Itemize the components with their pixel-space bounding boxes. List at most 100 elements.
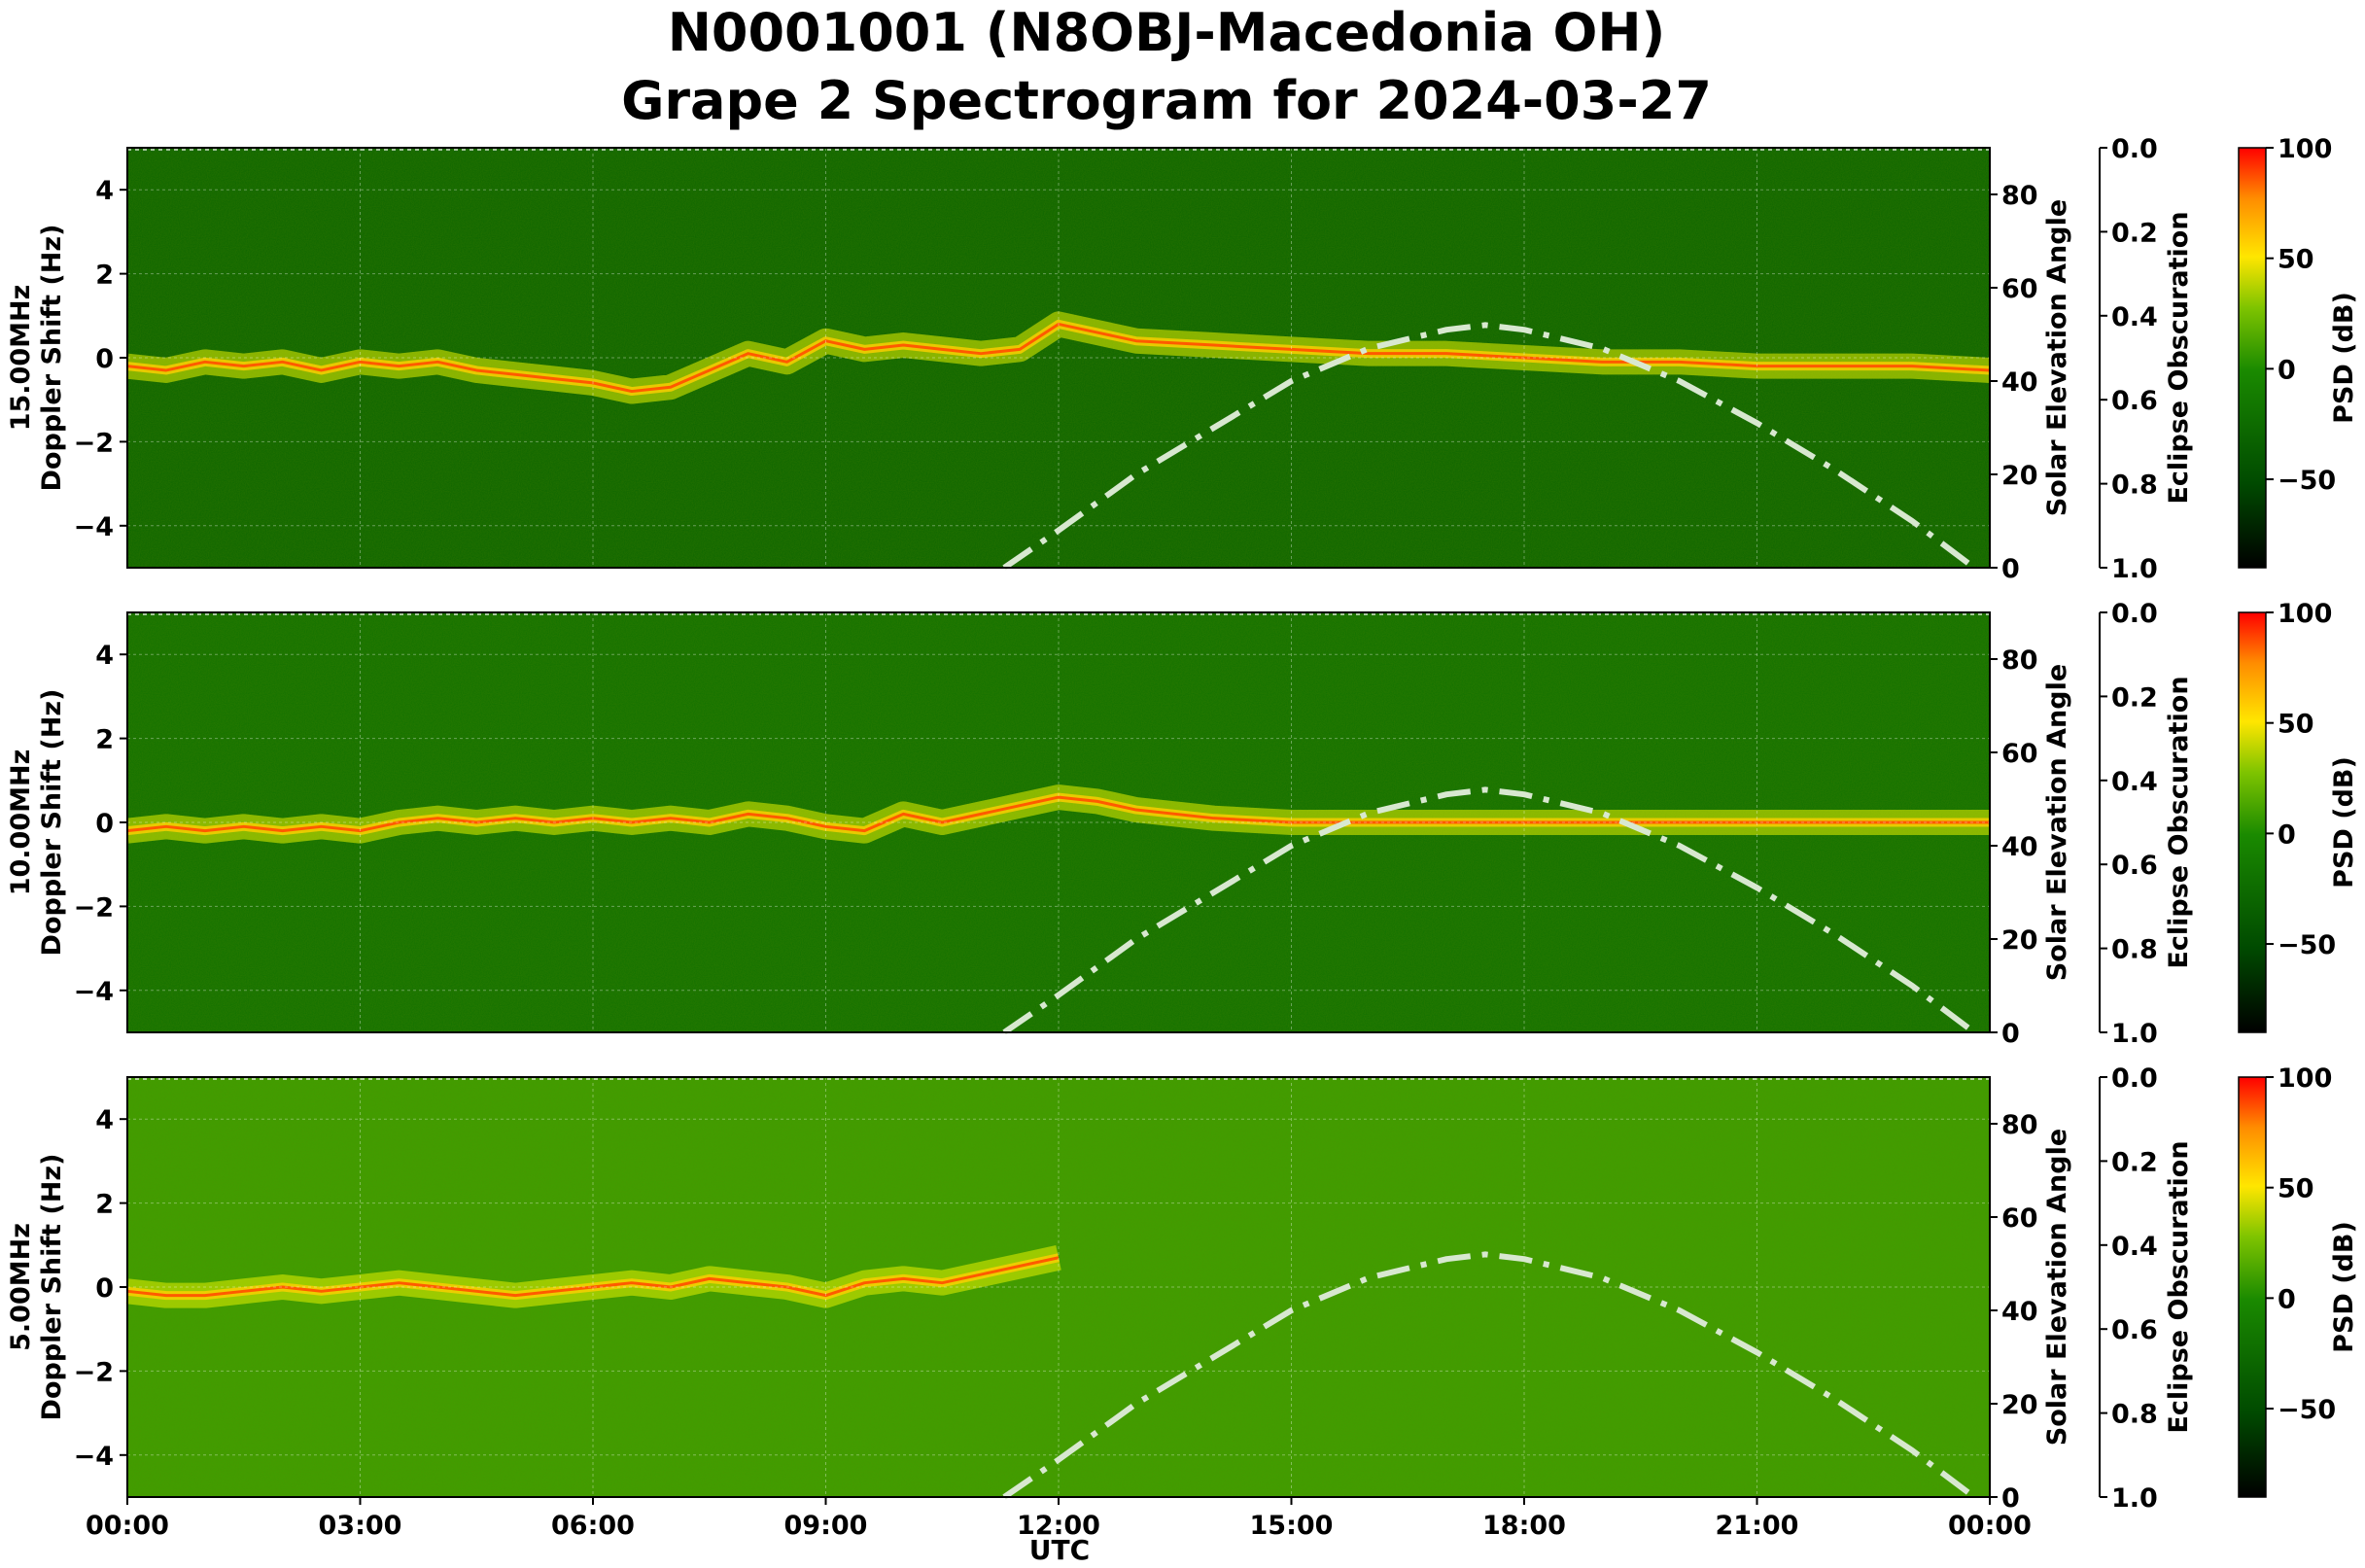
solar-tick-label: 80 (2001, 1110, 2038, 1140)
doppler-tick-label: 4 (95, 641, 114, 671)
doppler-trace (126, 322, 1991, 394)
doppler-trace (126, 795, 1990, 833)
eclipse-tick-label: 0.4 (2111, 302, 2158, 332)
colorbar-label: PSD (dB) (2329, 756, 2359, 889)
eclipse-tick-label: 0.8 (2111, 470, 2158, 501)
colorbar-tick-label: 50 (2278, 245, 2314, 275)
colorbar-tick-label: 50 (2278, 1174, 2314, 1204)
colorbar-tick-label: −50 (2278, 930, 2336, 960)
solar-tick-label: 20 (2001, 1390, 2038, 1420)
panels-group: 420−2−415.00MHz Doppler Shift (Hz)8060402… (6, 134, 2359, 1514)
colorbar-tick-label: −50 (2278, 1395, 2336, 1425)
x-tick-label: 06:00 (551, 1511, 635, 1541)
eclipse-axis-label: Eclipse Obscuration (2164, 676, 2194, 968)
doppler-tick-label: −2 (74, 428, 114, 458)
eclipse-tick-label: 0.6 (2111, 386, 2158, 416)
solar-tick-label: 80 (2001, 181, 2038, 211)
eclipse-tick-label: 0.4 (2111, 1232, 2158, 1262)
panel-2: 420−2−45.00MHz Doppler Shift (Hz)80604020… (6, 1063, 2359, 1514)
x-tick-label: 18:00 (1482, 1511, 1566, 1541)
solar-axis-label: Solar Elevation Angle (2042, 1129, 2072, 1446)
solar-tick-label: 20 (2001, 925, 2038, 956)
colorbar-tick-label: 0 (2278, 819, 2296, 850)
colorbar-tick-label: 50 (2278, 710, 2314, 740)
solar-tick-label: 40 (2001, 832, 2038, 862)
x-axis-label: UTC (1029, 1534, 1090, 1566)
eclipse-tick-label: 1.0 (2111, 1019, 2158, 1049)
solar-axis-label: Solar Elevation Angle (2042, 664, 2072, 981)
band-label: 15.00MHz (6, 285, 36, 432)
doppler-tick-label: −2 (74, 892, 114, 923)
solar-elevation-curve (1002, 322, 1976, 571)
colorbar (2238, 611, 2267, 1033)
eclipse-tick-label: 1.0 (2111, 554, 2158, 584)
eclipse-tick-label: 0.6 (2111, 851, 2158, 881)
doppler-tick-label: −4 (74, 1442, 114, 1472)
figure-title-line2: Grape 2 Spectrogram for 2024-03-27 (621, 70, 1712, 131)
doppler-tick-label: 0 (95, 344, 114, 374)
panel-1: 420−2−410.00MHz Doppler Shift (Hz)8060402… (6, 599, 2359, 1049)
colorbar-tick-label: 100 (2278, 599, 2332, 629)
x-tick-label: 12:00 (1017, 1511, 1100, 1541)
solar-elevation-curve (1002, 1251, 1976, 1500)
solar-tick-label: 0 (2001, 554, 2020, 584)
solar-tick-label: 60 (2001, 1203, 2038, 1234)
shared-x-axis: 00:00 03:00 06:00 09:00 12:00 15:00 18:00 21:00… (86, 1497, 2032, 1541)
eclipse-tick-label: 0.2 (2111, 682, 2158, 713)
colorbar-label: PSD (dB) (2329, 1221, 2359, 1353)
colorbar (2238, 1076, 2267, 1498)
eclipse-tick-label: 1.0 (2111, 1483, 2158, 1514)
eclipse-axis-label: Eclipse Obscuration (2164, 211, 2194, 504)
solar-axis-label: Solar Elevation Angle (2042, 199, 2072, 516)
colorbar-tick-label: 0 (2278, 355, 2296, 385)
doppler-tick-label: 0 (95, 809, 114, 839)
band-label: 10.00MHz (6, 749, 36, 896)
doppler-tick-label: 2 (95, 261, 114, 291)
doppler-tick-label: 2 (95, 725, 114, 755)
eclipse-tick-label: 0.2 (2111, 218, 2158, 248)
solar-tick-label: 0 (2001, 1483, 2020, 1514)
colorbar-label: PSD (dB) (2329, 292, 2359, 424)
solar-elevation-curve (1002, 786, 1976, 1035)
x-tick-label: 00:00 (86, 1511, 169, 1541)
x-tick-label: 15:00 (1250, 1511, 1334, 1541)
eclipse-tick-label: 0.0 (2111, 1063, 2158, 1094)
colorbar-tick-label: −50 (2278, 466, 2336, 496)
eclipse-tick-label: 0.0 (2111, 134, 2158, 164)
figure-title-line1: N0001001 (N8OBJ-Macedonia OH) (668, 2, 1666, 63)
colorbar (2238, 147, 2267, 569)
doppler-axis-label: Doppler Shift (Hz) (37, 1154, 67, 1421)
solar-tick-label: 40 (2001, 367, 2038, 398)
colorbar-tick-label: 100 (2278, 1063, 2332, 1094)
x-tick-label: 03:00 (319, 1511, 402, 1541)
doppler-tick-label: −4 (74, 512, 114, 542)
doppler-tick-label: 4 (95, 176, 114, 206)
panel-0: 420−2−415.00MHz Doppler Shift (Hz)8060402… (6, 134, 2359, 584)
doppler-tick-label: −2 (74, 1357, 114, 1387)
doppler-tick-label: 0 (95, 1273, 114, 1304)
colorbar-tick-label: 100 (2278, 134, 2332, 164)
solar-tick-label: 80 (2001, 645, 2038, 676)
doppler-axis-label: Doppler Shift (Hz) (37, 689, 67, 957)
eclipse-tick-label: 0.0 (2111, 599, 2158, 629)
solar-tick-label: 40 (2001, 1297, 2038, 1327)
doppler-tick-label: −4 (74, 977, 114, 1007)
band-label: 5.00MHz (6, 1223, 36, 1351)
eclipse-tick-label: 0.8 (2111, 1400, 2158, 1430)
solar-tick-label: 60 (2001, 739, 2038, 769)
solar-tick-label: 0 (2001, 1019, 2020, 1049)
doppler-tick-label: 2 (95, 1190, 114, 1220)
doppler-axis-label: Doppler Shift (Hz) (37, 225, 67, 492)
doppler-trace (126, 1256, 1060, 1298)
x-tick-label: 21:00 (1716, 1511, 1799, 1541)
eclipse-axis-label: Eclipse Obscuration (2164, 1140, 2194, 1433)
colorbar-tick-label: 0 (2278, 1284, 2296, 1314)
eclipse-tick-label: 0.4 (2111, 767, 2158, 797)
x-tick-label: 09:00 (784, 1511, 868, 1541)
doppler-tick-label: 4 (95, 1105, 114, 1135)
eclipse-tick-label: 0.8 (2111, 935, 2158, 965)
solar-tick-label: 20 (2001, 461, 2038, 491)
eclipse-tick-label: 0.6 (2111, 1315, 2158, 1345)
solar-tick-label: 60 (2001, 274, 2038, 304)
